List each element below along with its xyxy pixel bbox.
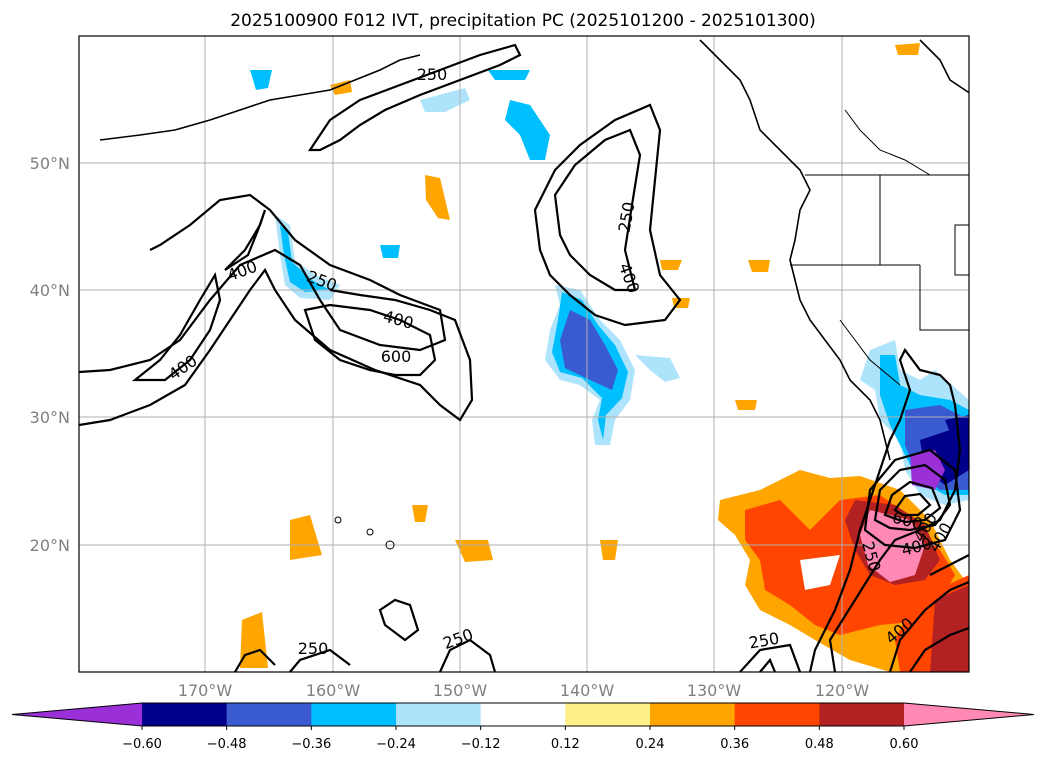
lon-label: 120°W <box>815 681 870 700</box>
colorbar-segment <box>142 703 228 726</box>
colorbar-tick-label: −0.24 <box>376 737 416 752</box>
lon-label: 140°W <box>560 681 615 700</box>
political-borders <box>334 109 969 550</box>
contour-label: 250 <box>298 639 329 658</box>
colorbar-tick-label: −0.48 <box>207 737 247 752</box>
colorbar-tick-label: −0.60 <box>122 737 162 752</box>
colorbar-segment <box>734 703 820 726</box>
ivt-contours <box>79 43 969 672</box>
lat-label: 50°N <box>30 154 70 173</box>
colorbar-tick-label: −0.12 <box>461 737 501 752</box>
coastlines <box>99 39 969 461</box>
map-frame <box>78 35 970 673</box>
colorbar-segment <box>819 703 905 726</box>
lon-label: 170°W <box>178 681 233 700</box>
colorbar-tick-label: 0.48 <box>805 737 834 752</box>
lon-label: 160°W <box>306 681 361 700</box>
colorbar-segment <box>480 703 566 726</box>
lat-labels: 50°N 40°N 30°N 20°N <box>30 154 70 555</box>
lon-label: 130°W <box>687 681 742 700</box>
colorbar-segment <box>565 703 651 726</box>
colorbar: −0.60 −0.48 −0.36 −0.24 −0.12 0.12 0.24 0.36 0.4… <box>11 702 1035 752</box>
colorbar-tick-label: 0.36 <box>720 737 749 752</box>
lon-labels: 170°W 160°W 150°W 140°W 130°W 120°W <box>178 681 870 700</box>
colorbar-segment <box>311 703 397 726</box>
colorbar-segment <box>226 703 312 726</box>
colorbar-tick-label: 0.24 <box>636 737 665 752</box>
lat-label: 20°N <box>30 536 70 555</box>
colorbar-segment <box>650 703 736 726</box>
colorbar-tick-label: 0.12 <box>551 737 580 752</box>
lon-label: 150°W <box>433 681 488 700</box>
colorbar-extend-low <box>12 703 142 726</box>
colorbar-extend-high <box>904 703 1034 726</box>
lat-label: 40°N <box>30 281 70 300</box>
map-panel: 250 250 250 250 250 250 400 400 400 400 … <box>79 36 969 672</box>
colorbar-tick-label: 0.60 <box>890 737 919 752</box>
colorbar-tick-label: −0.36 <box>291 737 331 752</box>
colorbar-segment <box>396 703 482 726</box>
contour-label: 250 <box>417 65 448 84</box>
figure-title: 2025100900 F012 IVT, precipitation PC (2… <box>230 11 816 31</box>
lat-label: 30°N <box>30 408 70 427</box>
contour-label: 600 <box>381 347 412 366</box>
